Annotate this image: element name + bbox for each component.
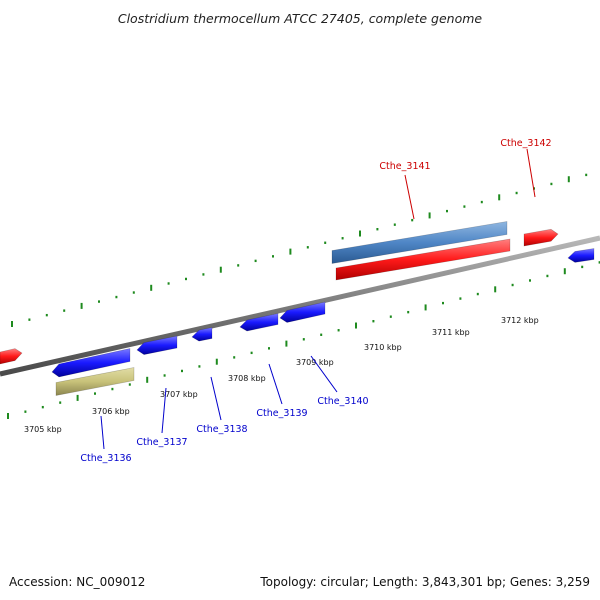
gene-label[interactable]: Cthe_3138 <box>196 424 247 435</box>
kbp-scale-label: 3712 kbp <box>501 316 539 325</box>
gene-label[interactable]: Cthe_3139 <box>256 408 307 419</box>
upper-tick-track-minor-tick <box>480 200 483 204</box>
map-layer: 3705 kbp 3706 kbp 3707 kbp 3708 kbp 3709 kbp… <box>0 138 600 464</box>
lower-tick-track-minor-tick <box>442 301 444 305</box>
kbp-scale-label: 3707 kbp <box>160 390 198 399</box>
gene-reverse-arrow[interactable] <box>191 327 213 342</box>
lower-tick-track-minor-tick <box>128 383 131 386</box>
upper-tick-track-minor-tick <box>185 277 187 281</box>
gene-leader-line <box>404 174 415 220</box>
lower-tick-track-minor-tick <box>529 279 531 282</box>
gene-reverse-arrow[interactable] <box>279 301 326 323</box>
lower-tick-track-minor-tick <box>476 292 479 296</box>
kbp-scale-label: 3708 kbp <box>228 374 266 383</box>
kbp-scale-label: 3710 kbp <box>364 343 402 352</box>
upper-tick-track-minor-tick <box>446 209 448 213</box>
kbp-scale-label: 3706 kbp <box>92 407 130 416</box>
feature-block-steel[interactable] <box>331 221 508 264</box>
upper-tick-track-minor-tick <box>28 318 31 321</box>
lower-tick-track-minor-tick <box>268 347 270 350</box>
upper-tick-track-minor-tick <box>376 227 379 231</box>
genome-backbone <box>0 235 600 377</box>
gene-label[interactable]: Cthe_3141 <box>379 161 430 172</box>
accession-text: Accession: NC_009012 <box>9 575 145 589</box>
upper-tick-track-minor-tick <box>411 218 414 222</box>
upper-tick-track-minor-tick <box>306 246 309 249</box>
lower-tick-track-minor-tick <box>389 315 392 318</box>
lower-tick-track-minor-tick <box>198 365 201 368</box>
lower-tick-track-minor-tick <box>233 356 236 359</box>
upper-tick-track-minor-tick <box>167 282 170 285</box>
kbp-scale-label: 3705 kbp <box>24 425 62 434</box>
lower-tick-track-minor-tick <box>41 405 44 409</box>
gene-label[interactable]: Cthe_3136 <box>80 453 131 464</box>
upper-tick-track-minor-tick <box>45 313 48 317</box>
gene-label[interactable]: Cthe_3140 <box>317 396 368 407</box>
genome-summary-text: Topology: circular; Length: 3,843,301 bp… <box>259 575 590 589</box>
map-title: Clostridium thermocellum ATCC 27405, com… <box>118 11 483 26</box>
lower-tick-track-minor-tick <box>581 265 584 269</box>
upper-tick-track-minor-tick <box>254 259 257 263</box>
lower-tick-track-minor-tick <box>598 261 600 264</box>
upper-tick-track-minor-tick <box>115 295 118 299</box>
gene-reverse-arrow[interactable] <box>567 248 595 263</box>
lower-tick-track-minor-tick <box>181 369 183 373</box>
upper-tick-track-minor-tick <box>324 241 327 244</box>
upper-tick-track-minor-tick <box>237 264 240 267</box>
upper-tick-track-minor-tick <box>132 291 135 294</box>
lower-tick-track-minor-tick <box>163 374 166 377</box>
lower-tick-track-minor-tick <box>407 310 410 314</box>
upper-tick-track-minor-tick <box>63 309 66 312</box>
upper-tick-track-minor-tick <box>550 182 553 186</box>
gene-label[interactable]: Cthe_3137 <box>136 437 187 448</box>
lower-tick-track-minor-tick <box>111 387 114 391</box>
upper-tick-track-minor-tick <box>98 300 100 303</box>
feature-block-olive[interactable] <box>55 367 135 396</box>
gene-forward-bar[interactable] <box>335 238 511 281</box>
upper-tick-track-minor-tick <box>341 237 344 240</box>
gene-reverse-arrow[interactable] <box>51 348 131 378</box>
lower-tick-track-minor-tick <box>337 329 340 332</box>
gene-leader-line <box>161 387 167 434</box>
gene-reverse-arrow[interactable] <box>239 313 279 332</box>
gene-leader-line <box>310 355 338 393</box>
lower-tick-track-minor-tick <box>302 338 305 341</box>
lower-tick-track-minor-tick <box>372 319 375 323</box>
gene-leader-line <box>268 363 283 405</box>
lower-tick-track-minor-tick <box>320 333 323 336</box>
lower-tick-track-minor-tick <box>24 410 27 413</box>
gene-forward-arrow[interactable] <box>523 228 559 247</box>
upper-tick-track-minor-tick <box>585 173 588 177</box>
kbp-scale-label: 3711 kbp <box>432 328 470 337</box>
upper-tick-track-minor-tick <box>463 205 466 208</box>
gene-reverse-arrow[interactable] <box>136 335 178 355</box>
lower-tick-track-minor-tick <box>546 274 549 278</box>
gene-leader-line <box>100 415 105 450</box>
upper-tick-track-minor-tick <box>393 223 396 226</box>
lower-tick-track-minor-tick <box>511 283 514 287</box>
lower-tick-track-minor-tick <box>59 401 62 404</box>
gene-leader-line <box>526 148 536 198</box>
upper-tick-track-minor-tick <box>202 273 205 276</box>
lower-tick-track-minor-tick <box>94 392 96 395</box>
kbp-scale-label: 3709 kbp <box>296 358 334 367</box>
lower-tick-track-minor-tick <box>459 297 462 300</box>
lower-tick-track-minor-tick <box>250 351 253 355</box>
gene-label[interactable]: Cthe_3142 <box>500 138 551 149</box>
upper-tick-track-minor-tick <box>272 255 274 258</box>
gene-forward-arrow[interactable] <box>0 348 23 365</box>
gene-leader-line <box>210 376 222 421</box>
upper-tick-track-minor-tick <box>515 191 518 195</box>
